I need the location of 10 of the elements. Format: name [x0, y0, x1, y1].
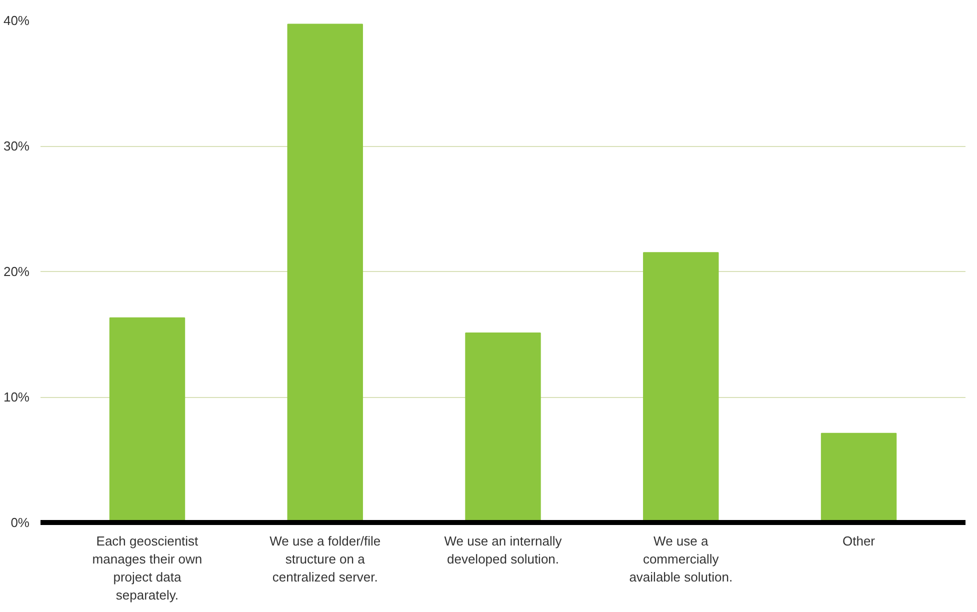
- x-tick-label: Other: [842, 534, 876, 548]
- x-tick-label: Each geoscientist manages their own project data separately.: [92, 534, 202, 602]
- y-tick-label: 40%: [3, 13, 30, 28]
- y-tick-label: 0%: [10, 515, 30, 530]
- y-tick-label: 30%: [3, 138, 30, 154]
- x-tick-label: We use an internally developed solution.: [444, 534, 562, 566]
- x-tick-label: We use a commercially available solution.: [629, 534, 733, 584]
- y-tick-label: 10%: [3, 390, 30, 404]
- y-tick-label: 20%: [3, 264, 30, 279]
- x-tick-label: We use a folder/file structure on a centralized server.: [270, 534, 381, 584]
